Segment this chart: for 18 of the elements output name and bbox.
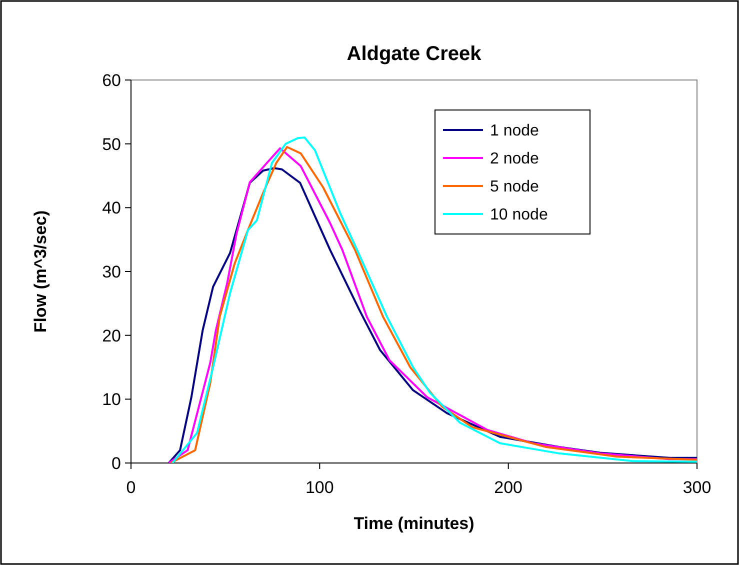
- y-axis-title: Flow (m^3/sec): [31, 210, 50, 333]
- legend-label: 1 node: [490, 122, 540, 140]
- legend-label: 10 node: [490, 206, 548, 224]
- x-tick-label: 100: [305, 478, 334, 497]
- legend-label: 2 node: [490, 150, 540, 168]
- y-tick-label: 10: [102, 390, 121, 410]
- y-tick-label: 40: [102, 198, 121, 218]
- x-tick-label: 200: [494, 478, 523, 497]
- legend-label: 5 node: [490, 178, 540, 196]
- x-tick-label: 0: [126, 478, 136, 497]
- x-tick-label: 300: [682, 478, 712, 497]
- chart-title: Aldgate Creek: [346, 43, 482, 65]
- y-tick-label: 30: [102, 262, 121, 282]
- y-tick-label: 50: [102, 134, 121, 154]
- y-tick-label: 60: [102, 70, 121, 90]
- y-tick-label: 20: [102, 326, 121, 346]
- y-tick-label: 0: [112, 454, 121, 473]
- x-axis-title: Time (minutes): [354, 514, 474, 533]
